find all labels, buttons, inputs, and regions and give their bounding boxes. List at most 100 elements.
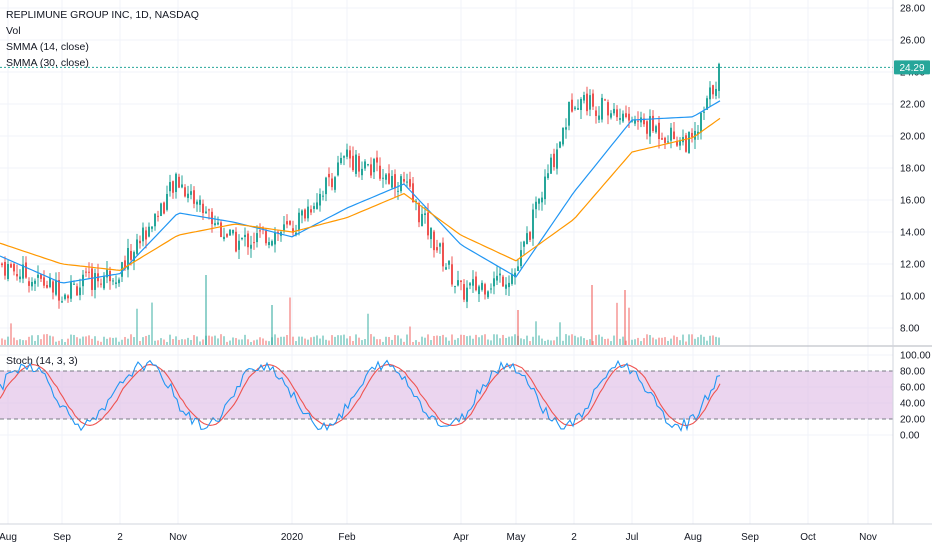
candle-body <box>112 280 114 282</box>
price-tick: 28.00 <box>900 4 925 15</box>
legend-smma30[interactable]: SMMA (30, close) <box>6 57 89 69</box>
volume-bar <box>367 313 369 345</box>
candle-body <box>364 161 366 169</box>
volume-bar <box>529 341 531 345</box>
candle-body <box>562 127 564 145</box>
volume-bar <box>628 307 630 345</box>
volume-bar <box>364 339 366 345</box>
candle-body <box>703 111 705 113</box>
volume-bar <box>613 335 615 345</box>
volume-bar <box>196 336 198 345</box>
candle-body <box>385 174 387 180</box>
candle-body <box>334 177 336 190</box>
legend-smma14[interactable]: SMMA (14, close) <box>6 41 89 53</box>
candle-body <box>310 209 312 213</box>
legend-stoch[interactable]: Stoch (14, 3, 3) <box>6 355 78 367</box>
candle-body <box>475 276 477 291</box>
candle-body <box>130 250 132 260</box>
candle-body <box>202 203 204 214</box>
volume-bar <box>703 336 705 345</box>
volume-bar <box>418 341 420 345</box>
price-tick: 16.00 <box>900 196 925 207</box>
volume-bar <box>421 336 423 345</box>
chart-title: REPLIMUNE GROUP INC, 1D, NASDAQ <box>6 9 199 21</box>
volume-bar <box>352 341 354 345</box>
candle-body <box>631 120 633 122</box>
volume-bar <box>268 341 270 345</box>
volume-bar <box>106 338 108 345</box>
volume-bar <box>562 340 564 345</box>
volume-bar <box>55 341 57 345</box>
stoch-tick: 60.00 <box>900 383 925 394</box>
volume-bar <box>382 341 384 345</box>
volume-bar <box>292 336 294 345</box>
volume-bar <box>604 339 606 345</box>
candle-body <box>235 231 237 252</box>
smma30-line <box>0 117 721 272</box>
volume-bar <box>643 338 645 345</box>
candle-body <box>628 113 630 121</box>
stoch-tick: 0.00 <box>900 431 920 442</box>
volume-bar <box>541 338 543 345</box>
volume-bar <box>304 338 306 345</box>
volume-bar <box>37 335 39 345</box>
volume-bar <box>31 335 33 345</box>
time-tick: Feb <box>338 532 356 543</box>
candle-body <box>415 200 417 202</box>
candle-body <box>622 113 624 122</box>
volume-bar <box>373 336 375 345</box>
price-tick: 10.00 <box>900 292 925 303</box>
volume-bar <box>163 339 165 345</box>
volume-bar <box>679 340 681 345</box>
volume-bar <box>712 335 714 345</box>
candle-body <box>136 239 138 254</box>
volume-bar <box>565 334 567 345</box>
candle-body <box>355 154 357 174</box>
volume-bar <box>13 337 15 345</box>
volume-bar <box>133 337 135 345</box>
volume-bar <box>145 335 147 345</box>
volume-bar <box>688 334 690 345</box>
candle-body <box>676 141 678 146</box>
volume-bar <box>640 341 642 345</box>
candle-body <box>523 241 525 247</box>
candle-body <box>55 280 57 295</box>
candle-body <box>253 242 255 244</box>
candle-body <box>232 229 234 234</box>
time-axis: Aug Sep 2 Nov 2020 Feb Apr May 2 Jul Aug Sep Oct Nov <box>0 532 877 543</box>
volume-bar <box>580 336 582 345</box>
candle-body <box>151 226 153 229</box>
candle-body <box>277 231 279 233</box>
volume-bar <box>673 335 675 345</box>
volume-bar <box>94 336 96 345</box>
volume-bar <box>250 341 252 345</box>
volume-bar <box>591 285 593 345</box>
volume-bar <box>217 338 219 345</box>
candle-body <box>409 179 411 187</box>
candle-body <box>670 127 672 141</box>
volume-bar <box>514 334 516 345</box>
volume-bar <box>658 337 660 345</box>
volume-bar <box>664 337 666 345</box>
volume-bar <box>598 334 600 345</box>
candle-body <box>433 231 435 251</box>
volume-bar <box>550 340 552 345</box>
candle-body <box>127 248 129 270</box>
candle-body <box>196 201 198 205</box>
time-tick: Sep <box>53 532 71 543</box>
candle-body <box>22 264 24 279</box>
candle-body <box>268 242 270 246</box>
candle-body <box>604 99 606 101</box>
volume-bar <box>103 336 105 345</box>
volume-bar <box>427 334 429 345</box>
legend-volume[interactable]: Vol <box>6 25 21 37</box>
candle-body <box>661 138 663 140</box>
volume-bar <box>520 338 522 345</box>
candle-body <box>109 270 111 282</box>
volume-bar <box>538 335 540 345</box>
candle-body <box>637 120 639 122</box>
volume-bar <box>358 337 360 345</box>
volume-bar <box>331 335 333 345</box>
volume-bar <box>70 334 72 345</box>
